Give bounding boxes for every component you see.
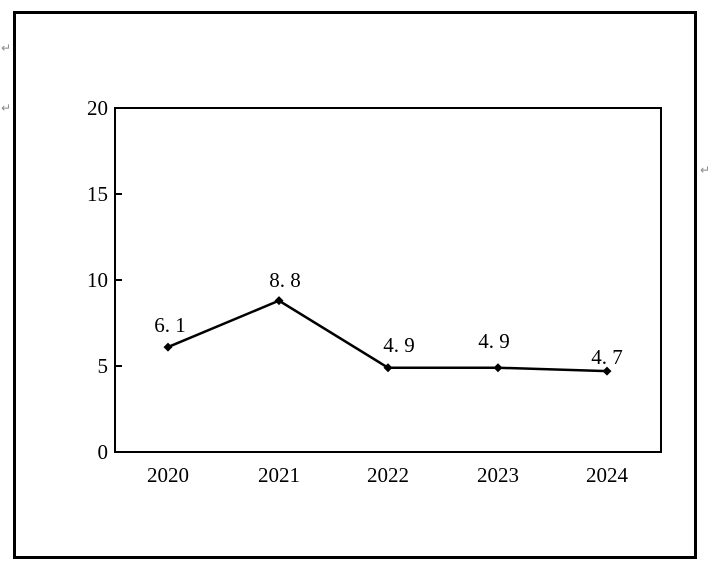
- data-point-label: 4. 7: [591, 345, 623, 369]
- data-point-label: 6. 1: [154, 313, 186, 337]
- data-point-label: 4. 9: [478, 329, 510, 353]
- x-axis-category-label: 2020: [147, 463, 189, 487]
- data-point-label: 4. 9: [383, 333, 415, 357]
- data-point-marker: [383, 363, 393, 373]
- x-axis-category-label: 2024: [586, 463, 628, 487]
- page-border: [13, 11, 697, 559]
- x-axis-category-label: 2021: [258, 463, 300, 487]
- y-axis-tick-label: 5: [97, 354, 109, 378]
- data-point-marker: [274, 296, 284, 306]
- x-axis-category-label: 2023: [477, 463, 519, 487]
- y-axis-tick-label: 0: [97, 440, 109, 464]
- y-axis-tick-label: 15: [87, 182, 108, 206]
- paragraph-return-icon: ↵: [1, 41, 12, 55]
- x-axis-category-label: 2022: [367, 463, 409, 487]
- data-point-marker: [493, 363, 503, 373]
- data-point-marker: [163, 342, 173, 352]
- y-axis-tick-label: 10: [87, 268, 108, 292]
- paragraph-return-icon: ↵: [1, 101, 12, 115]
- data-point-marker: [602, 366, 612, 376]
- data-point-label: 8. 8: [269, 268, 301, 292]
- plot-area-border: [114, 107, 662, 453]
- y-axis-tick-label: 20: [87, 96, 108, 120]
- paragraph-return-icon: ↵: [700, 163, 711, 177]
